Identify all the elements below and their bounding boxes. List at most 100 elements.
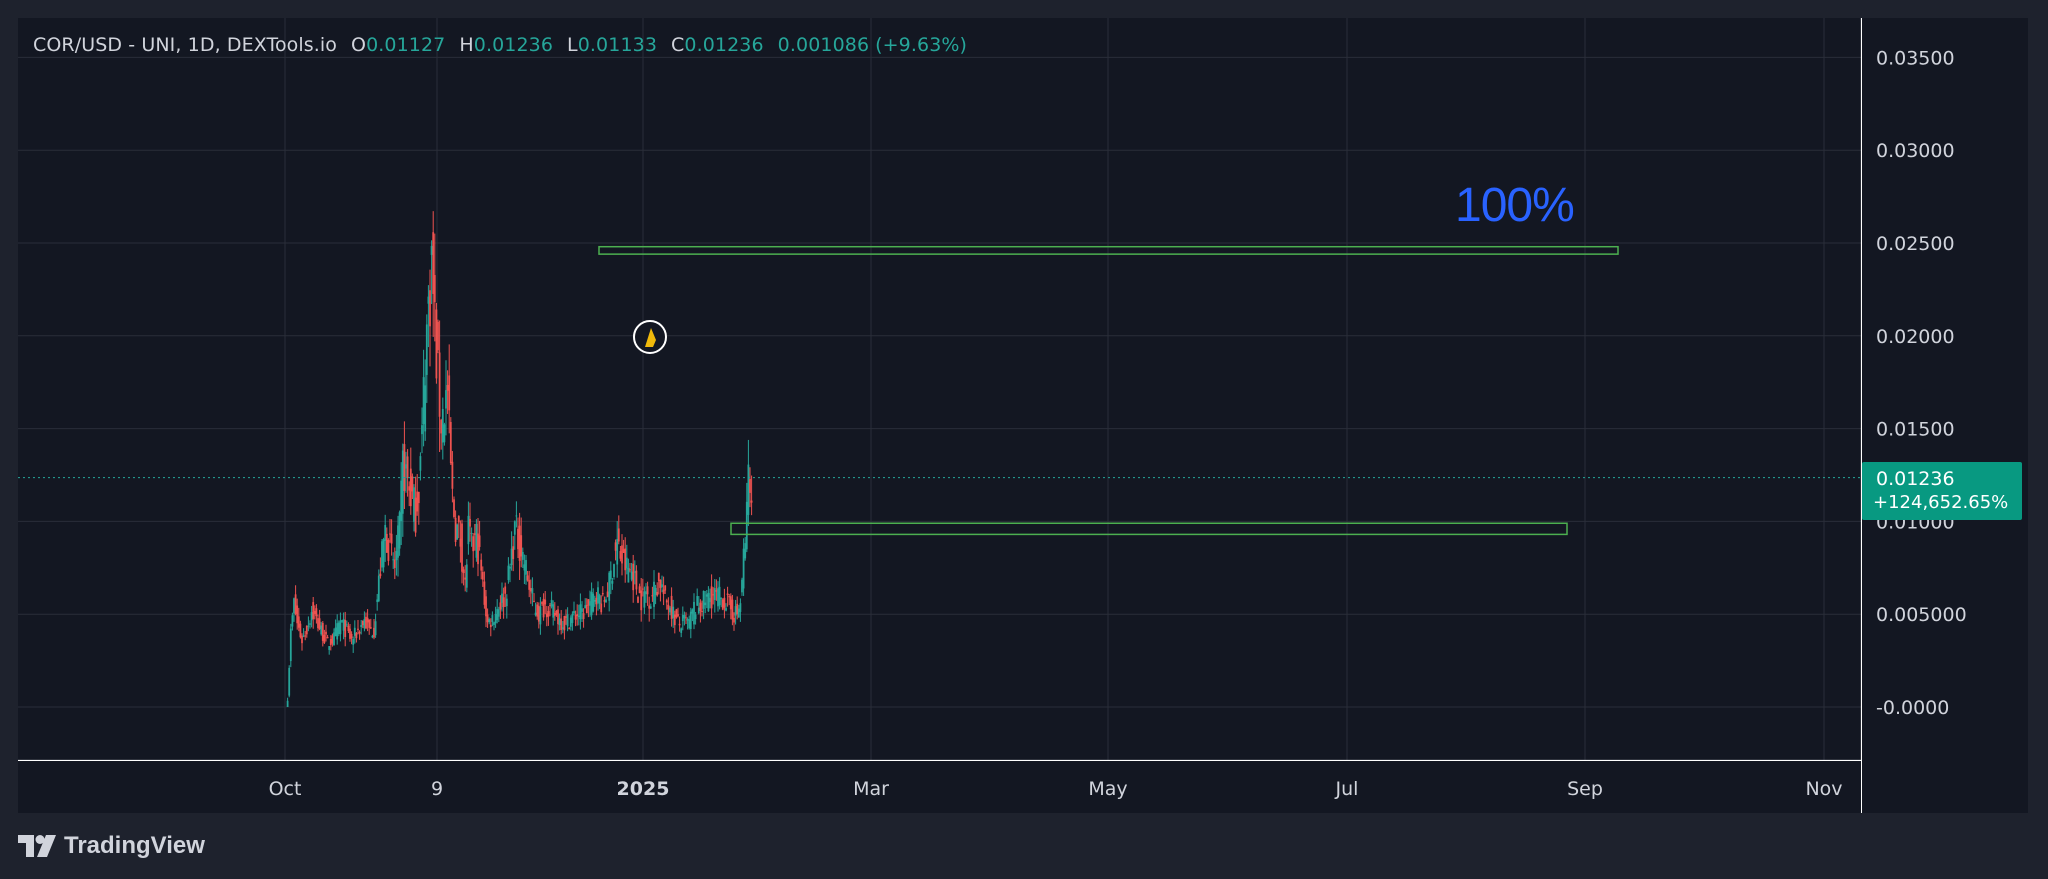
time-tick-label: 9 <box>431 778 443 800</box>
candle-body <box>739 603 742 612</box>
candle-body <box>307 625 310 627</box>
percent-annotation[interactable]: 100% <box>1455 179 1575 232</box>
candle-body <box>301 635 303 644</box>
candle-body <box>625 557 628 569</box>
candle-body <box>457 516 460 523</box>
candle-body <box>504 586 507 594</box>
candle-body <box>381 541 383 568</box>
candle-body <box>675 609 678 618</box>
symbol-legend: COR/USD - UNI, 1D, DEXTools.io O0.01127 H0… <box>33 34 967 56</box>
legend-open-label: O <box>351 34 367 56</box>
candle-body <box>419 456 422 471</box>
candle-body <box>568 627 571 629</box>
chart-grid <box>18 18 1861 760</box>
candle-body <box>529 588 532 592</box>
candle-body <box>409 468 412 507</box>
candle-body <box>469 518 471 527</box>
legend-close-label: C <box>671 34 685 56</box>
candle-body <box>515 515 518 517</box>
candle-body <box>649 606 652 609</box>
candle-body <box>742 548 745 589</box>
candle-body <box>360 624 363 628</box>
candle-body <box>600 603 603 613</box>
candle-body <box>685 617 687 619</box>
legend-change-percent: (+9.63%) <box>875 34 968 56</box>
time-tick-label: Mar <box>853 778 889 800</box>
candle-body <box>531 588 534 594</box>
candle-body <box>638 586 641 594</box>
legend-close-value: 0.01236 <box>684 34 764 56</box>
candle-body <box>296 605 299 624</box>
candle-body <box>609 570 612 580</box>
candle-body <box>481 571 484 580</box>
candle-body <box>704 602 707 606</box>
candle-body <box>432 232 435 294</box>
candle-body <box>393 559 396 568</box>
candle-body <box>701 611 703 613</box>
candle-body <box>707 592 710 612</box>
candle-body <box>624 548 627 571</box>
candle-body <box>485 596 487 617</box>
candle-body <box>661 584 663 588</box>
candle-body <box>544 599 547 605</box>
candle-body <box>317 618 319 629</box>
candle-body <box>691 609 694 614</box>
candle-body <box>507 565 510 580</box>
time-tick-label: Oct <box>269 778 302 800</box>
candle-body <box>313 610 316 614</box>
candle-body <box>339 620 342 635</box>
event-marker[interactable] <box>633 320 667 354</box>
candle-body <box>385 533 388 553</box>
price-tick-label: 0.01500 <box>1876 419 1955 441</box>
candle-body <box>478 535 481 547</box>
candle-body <box>598 595 601 604</box>
candle-body <box>494 614 497 624</box>
candle-body <box>715 590 718 592</box>
candle-body <box>312 602 315 620</box>
tradingview-branding[interactable]: TradingView <box>18 832 205 860</box>
candle-body <box>496 609 499 621</box>
time-tick-label: Sep <box>1567 778 1603 800</box>
candle-body <box>689 611 692 629</box>
candle-body <box>552 604 555 618</box>
candle-body <box>413 487 415 522</box>
candle-body <box>390 533 393 544</box>
candle-body <box>579 604 582 620</box>
candle-body <box>449 421 452 464</box>
candle-body <box>672 606 675 619</box>
candle-body <box>461 523 463 572</box>
candle-body <box>401 450 404 514</box>
candle-body <box>745 501 748 550</box>
candle-body <box>677 614 679 617</box>
candle-body <box>635 570 638 590</box>
candle-body <box>641 588 644 590</box>
candle-body <box>563 615 566 631</box>
candle-body <box>345 624 348 626</box>
candle-body <box>733 617 735 623</box>
candle-body <box>528 580 531 590</box>
candle-body <box>681 614 684 622</box>
time-tick-label: 2025 <box>617 778 670 800</box>
candle-body <box>305 625 308 635</box>
candle-body <box>601 593 604 595</box>
candle-body <box>721 599 724 610</box>
candle-body <box>750 500 753 503</box>
candle-body <box>441 408 444 443</box>
candle-body <box>694 614 697 620</box>
candle-body <box>654 587 657 595</box>
candle-body <box>648 605 651 609</box>
candle-body <box>561 627 564 629</box>
tradingview-logo-icon <box>18 835 56 857</box>
rocket-icon <box>645 328 656 347</box>
candle-body <box>429 290 431 327</box>
candle-body <box>365 616 367 629</box>
candle-body <box>462 569 465 574</box>
candle-body <box>688 619 691 629</box>
candle-body <box>521 551 524 560</box>
candle-body <box>377 575 380 602</box>
candle-body <box>542 598 545 618</box>
legend-symbol[interactable]: COR/USD - UNI, 1D, DEXTools.io <box>33 34 338 56</box>
candle-body <box>406 456 409 479</box>
